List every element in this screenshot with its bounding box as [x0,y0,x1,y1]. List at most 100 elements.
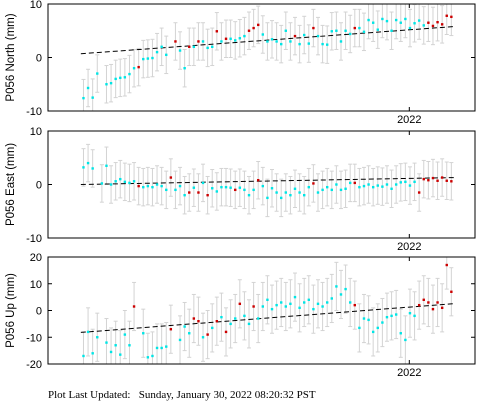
data-point [82,166,85,169]
data-point [238,37,242,40]
data-point [394,183,398,186]
data-point [385,19,389,23]
footer: Plot Last Updated: Sunday, January 30, 2… [48,389,316,401]
data-point [390,187,393,190]
data-point [422,24,425,27]
data-point [160,346,163,350]
data-point [358,326,361,330]
data-point [362,317,366,320]
data-point [86,86,90,90]
data-point [109,81,113,85]
data-point [330,297,333,300]
footer-timestamp: Sunday, January 30, 2022 08:20:32 PST [138,389,316,401]
data-point [146,184,150,188]
y-tick-label: -10 [26,106,42,118]
y-tick-label: -10 [26,332,42,344]
data-point [303,194,306,197]
data-point [440,306,444,310]
series-recent [132,263,453,336]
series-early [82,161,416,200]
data-point [339,293,343,296]
data-point [312,182,315,185]
y-tick-label: -10 [26,233,42,245]
data-point [417,303,421,307]
data-point [224,37,228,40]
data-point [247,29,251,32]
data-point [188,191,191,194]
data-point [307,298,310,301]
data-point [201,181,205,185]
data-point [247,194,251,197]
data-point [123,76,127,79]
trend-line [80,25,456,55]
y-tick-label: 10 [30,126,42,138]
data-point [303,33,306,37]
data-point [142,185,145,189]
data-point [436,301,439,304]
data-point [155,183,159,186]
data-point [137,184,140,188]
data-point [348,181,352,185]
data-point [325,301,329,304]
data-point [155,50,159,54]
data-point [234,39,237,42]
data-point [325,185,329,189]
y-tick-label: 10 [30,0,42,11]
data-point [234,317,237,320]
data-point [284,305,288,308]
data-point [109,183,113,186]
plot-frame [47,256,476,365]
footer-label: Plot Last Updated: [48,389,131,401]
data-point [128,344,131,347]
data-point [404,180,407,184]
data-point [280,42,283,46]
data-point [142,57,145,61]
series-recent [137,14,453,69]
data-point [109,350,113,354]
data-point [201,336,205,339]
data-point [257,317,260,320]
data-point [280,301,283,304]
data-point [215,190,219,193]
data-point [91,167,94,170]
data-point [270,187,274,190]
data-point [293,187,297,190]
data-point [431,176,435,180]
data-point [82,354,85,358]
data-point [321,188,324,192]
data-point [257,179,260,182]
data-point [132,305,136,308]
data-point [96,336,99,339]
data-point [408,26,412,30]
data-point [114,180,117,183]
data-point [385,183,389,186]
data-point [381,17,384,21]
data-point [261,305,265,308]
data-point [450,15,453,19]
data-point [261,184,265,188]
data-point [445,263,448,267]
data-point [371,330,375,334]
data-point [399,181,402,184]
y-tick-label: 0 [36,180,42,192]
data-point [321,305,324,308]
data-point [280,196,283,200]
data-point [390,314,393,318]
data-point [431,24,435,28]
data-point [165,345,168,348]
data-point [298,306,301,310]
y-tick-label: 20 [30,252,42,264]
data-point [436,20,439,24]
data-point [422,298,425,301]
data-point [257,23,260,27]
data-point [119,177,122,181]
data-point [132,180,136,183]
data-point [234,188,237,192]
data-point [284,191,288,194]
data-point [275,303,278,307]
y-tick-label: 10 [30,279,42,291]
panel-up: -20 -10 0 10 20 2022 P056 Up (mm) [5,252,476,379]
data-point [344,29,347,32]
data-point [188,332,191,335]
